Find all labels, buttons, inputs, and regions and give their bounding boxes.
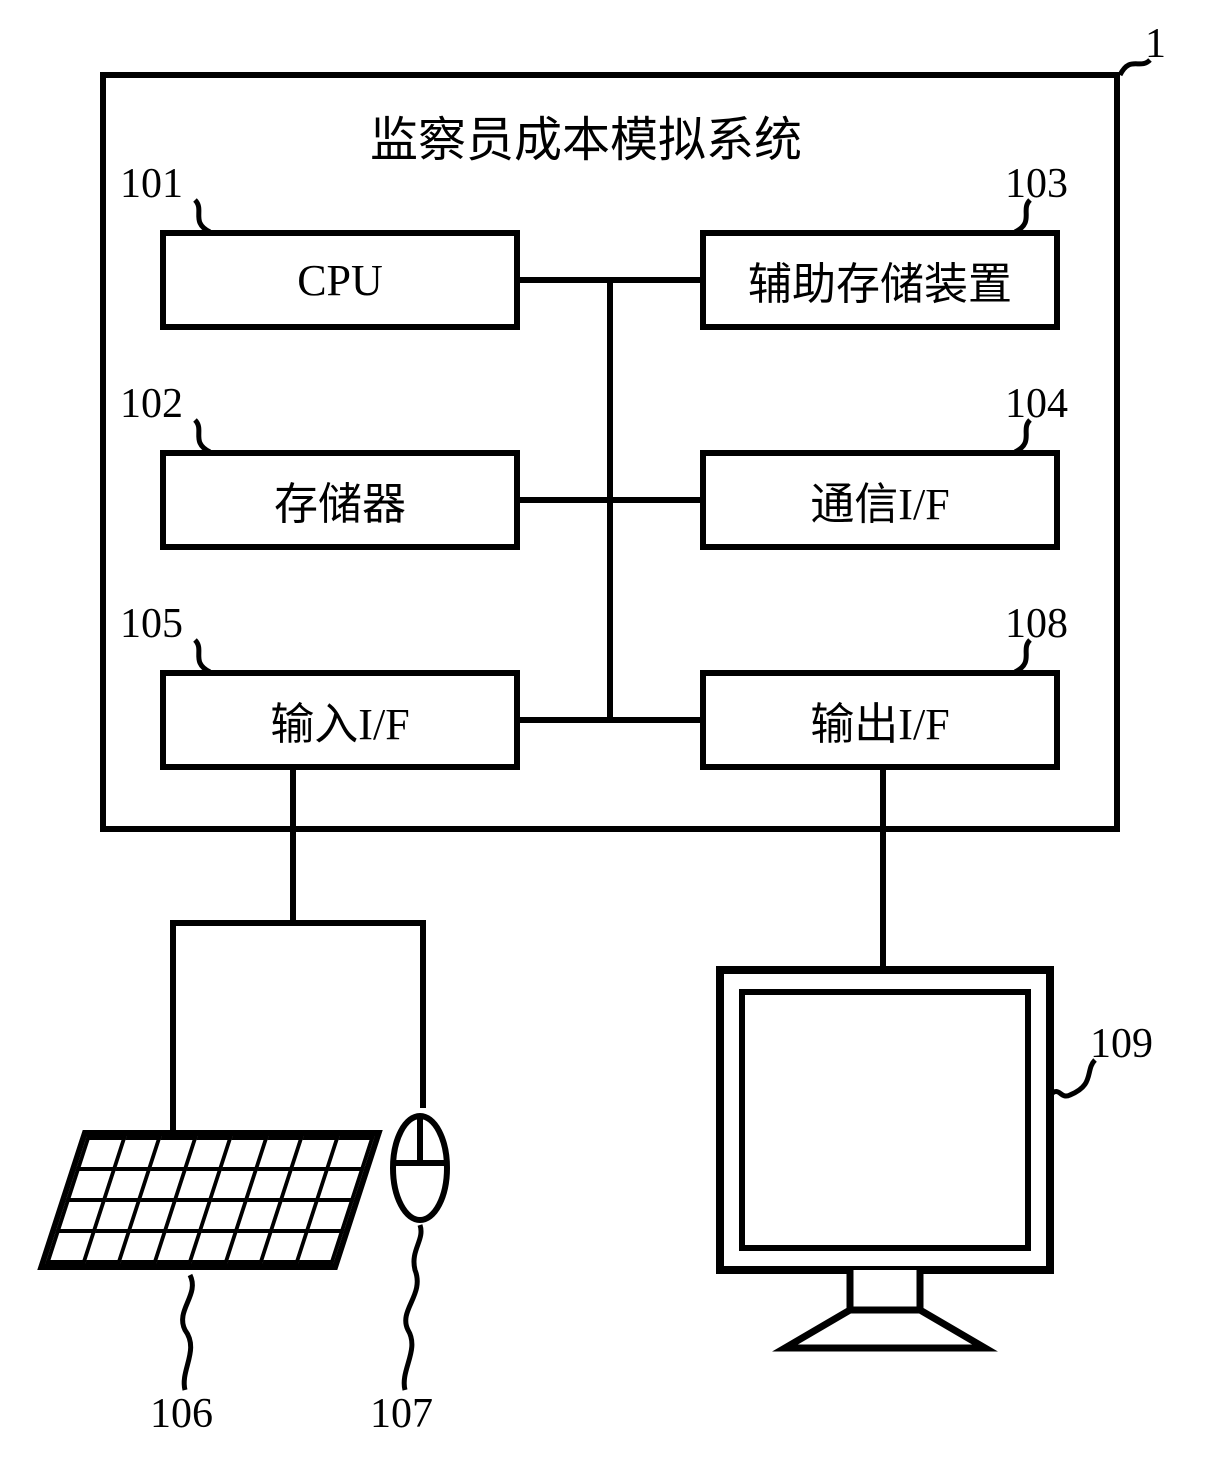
bus-h-mid: [520, 497, 700, 503]
ref-108: 108: [1005, 600, 1068, 648]
ref-106: 106: [150, 1390, 213, 1438]
ref-103: 103: [1005, 160, 1068, 208]
ref-102: 102: [120, 380, 183, 428]
block-memory: 存储器: [160, 450, 520, 550]
monitor-icon: [700, 960, 1070, 1370]
in-line-h: [170, 920, 426, 926]
block-output-if: 输出I/F: [700, 670, 1060, 770]
in-line-to-kbd: [170, 920, 176, 1130]
ref-105: 105: [120, 600, 183, 648]
in-line-down: [290, 770, 296, 920]
ref-104: 104: [1005, 380, 1068, 428]
block-memory-label: 存储器: [274, 468, 406, 532]
ref-1: 1: [1145, 20, 1166, 68]
block-aux-storage-label: 辅助存储装置: [748, 248, 1012, 312]
block-cpu: CPU: [160, 230, 520, 330]
block-aux-storage: 辅助存储装置: [700, 230, 1060, 330]
keyboard-icon: [37, 1130, 382, 1270]
keyboard-grid: [45, 1136, 375, 1264]
block-input-if: 输入I/F: [160, 670, 520, 770]
ref-101: 101: [120, 160, 183, 208]
diagram-canvas: 监察员成本模拟系统 CPU 存储器 输入I/F 辅助存储装置 通信I/F 输出I…: [0, 0, 1229, 1457]
system-title: 监察员成本模拟系统: [370, 100, 802, 170]
block-comm-if-label: 通信I/F: [810, 468, 949, 532]
bus-h-bot: [520, 717, 700, 723]
block-cpu-label: CPU: [297, 255, 383, 306]
block-output-if-label: 输出I/F: [810, 688, 949, 752]
ref-107: 107: [370, 1390, 433, 1438]
in-line-to-mouse: [420, 920, 426, 1108]
out-line-to-monitor: [880, 770, 886, 970]
ref-109: 109: [1090, 1020, 1153, 1068]
bus-h-top: [520, 277, 700, 283]
block-input-if-label: 输入I/F: [270, 688, 409, 752]
mouse-icon: [388, 1108, 452, 1228]
block-comm-if: 通信I/F: [700, 450, 1060, 550]
